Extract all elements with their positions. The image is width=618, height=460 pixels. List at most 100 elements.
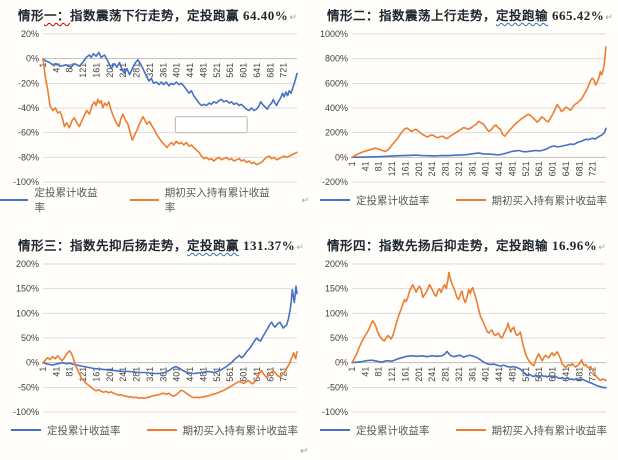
title-value: 64.40% <box>243 8 289 23</box>
title-text: 情形四：指数先扬后抑走势，定投跑输 <box>327 239 552 253</box>
title-squiggle-text: 定投跑赢 <box>187 239 240 253</box>
legend-scenario-3: 定投累计收益率 期初买入持有累计收益率 <box>0 420 309 440</box>
svg-text:481: 481 <box>198 367 208 382</box>
svg-text:50%: 50% <box>21 333 39 343</box>
svg-text:241: 241 <box>427 161 437 176</box>
legend-scenario-1: 定投累计收益率 期初买入持有累计收益率 ↵ <box>0 187 309 214</box>
legend-item-dca: 定投累计收益率 <box>11 423 121 438</box>
svg-text:200%: 200% <box>325 128 348 138</box>
svg-text:521: 521 <box>212 367 222 382</box>
chart-cell-scenario-2: 情形二：指数震荡上行走势，定投跑输 665.42%↵ 1000% 800% 600%… <box>309 0 618 230</box>
svg-text:20%: 20% <box>21 29 39 39</box>
dca-line-swatch-icon <box>320 199 350 201</box>
title-text: 情形二：指数震荡上行走势， <box>327 9 497 23</box>
title-text: 指数震荡下行走势，定投跑赢 <box>70 9 244 23</box>
svg-text:481: 481 <box>507 367 517 382</box>
svg-text:641: 641 <box>252 367 262 382</box>
legend-label: 期初买入持有累计收益率 <box>182 424 299 437</box>
svg-text:121: 121 <box>78 367 88 382</box>
legend-item-lump: 期初买入持有累计收益率 <box>146 423 299 438</box>
title-squiggle-text: 一： <box>44 9 71 23</box>
dca-line-swatch-icon <box>0 199 29 201</box>
svg-text:401: 401 <box>172 367 182 382</box>
svg-text:100%: 100% <box>325 308 348 318</box>
svg-text:161: 161 <box>91 367 101 382</box>
svg-text:441: 441 <box>185 63 195 78</box>
svg-text:481: 481 <box>198 63 208 78</box>
svg-text:0%: 0% <box>335 358 348 368</box>
svg-text:601: 601 <box>239 63 249 78</box>
legend-label: 定投累计收益率 <box>47 424 121 437</box>
svg-text:321: 321 <box>145 63 155 78</box>
svg-text:281: 281 <box>441 161 451 176</box>
svg-text:0%: 0% <box>26 54 39 64</box>
svg-text:441: 441 <box>185 367 195 382</box>
svg-text:401: 401 <box>481 161 491 176</box>
svg-text:361: 361 <box>467 161 477 176</box>
svg-text:681: 681 <box>265 63 275 78</box>
svg-text:81: 81 <box>374 367 384 377</box>
svg-text:161: 161 <box>91 63 101 78</box>
svg-text:361: 361 <box>467 367 477 382</box>
svg-text:150%: 150% <box>16 284 39 294</box>
legend-item-lump: 期初买入持有累计收益率 <box>455 423 607 438</box>
title-squiggle-text: 定投跑输 <box>496 9 549 23</box>
legend-item-dca: 定投累计收益率 <box>320 423 430 438</box>
svg-text:1000%: 1000% <box>320 29 348 39</box>
svg-text:100%: 100% <box>16 308 39 318</box>
chart-title-scenario-2: 情形二：指数震荡上行走势，定投跑输 665.42%↵ <box>309 0 618 26</box>
legend-label: 定投累计收益率 <box>34 187 98 214</box>
svg-text:41: 41 <box>51 63 61 73</box>
svg-text:641: 641 <box>561 161 571 176</box>
svg-text:-60%: -60% <box>18 128 39 138</box>
svg-text:361: 361 <box>158 367 168 382</box>
svg-text:561: 561 <box>225 63 235 78</box>
dca-line-swatch-icon <box>11 429 41 431</box>
paragraph-mark-icon: ↵ <box>300 446 309 457</box>
svg-text:0%: 0% <box>26 358 39 368</box>
svg-text:81: 81 <box>65 367 75 377</box>
svg-text:641: 641 <box>252 63 262 78</box>
svg-text:201: 201 <box>105 63 115 78</box>
legend-label: 定投累计收益率 <box>356 194 430 207</box>
svg-text:1: 1 <box>38 367 48 372</box>
svg-text:150%: 150% <box>325 284 348 294</box>
paragraph-mark-icon: ↵ <box>605 12 614 22</box>
line-chart-scenario-4: 200% 150% 100% 50% 0% -50% -100% 1 41 81 121 161 201… <box>322 259 607 417</box>
svg-text:800%: 800% <box>325 54 348 64</box>
chart-cell-scenario-3: 情形三：指数先抑后扬走势，定投跑赢 131.37%↵ 200% 150% 100% 5… <box>0 230 309 460</box>
svg-text:-100%: -100% <box>13 177 39 187</box>
svg-text:561: 561 <box>534 367 544 382</box>
svg-text:281: 281 <box>132 63 142 78</box>
svg-text:201: 201 <box>414 367 424 382</box>
svg-text:561: 561 <box>534 161 544 176</box>
line-chart-scenario-3: 200% 150% 100% 50% 0% -50% -100% 1 41 81 121 161 201… <box>13 259 298 417</box>
lump-sum-line-swatch-icon <box>130 199 159 201</box>
paragraph-mark-icon: ↵ <box>296 242 305 252</box>
svg-text:81: 81 <box>374 161 384 171</box>
svg-text:-200%: -200% <box>322 177 348 187</box>
legend-label: 定投累计收益率 <box>356 424 430 437</box>
svg-text:681: 681 <box>574 161 584 176</box>
svg-text:641: 641 <box>561 367 571 382</box>
title-text: 情形 <box>18 9 45 23</box>
chart-title-scenario-1: 情形一：指数震荡下行走势，定投跑赢 64.40%↵ <box>0 0 309 26</box>
title-value: 16.96% <box>551 238 598 253</box>
svg-text:601: 601 <box>239 367 249 382</box>
chart-title-scenario-4: 情形四：指数先扬后抑走势，定投跑输 16.96%↵ <box>309 230 618 256</box>
legend-item-lump: 期初买入持有累计收益率 <box>130 185 274 215</box>
svg-text:321: 321 <box>145 367 155 382</box>
svg-text:121: 121 <box>387 161 397 176</box>
svg-text:361: 361 <box>158 63 168 78</box>
chart-cell-scenario-1: 情形一：指数震荡下行走势，定投跑赢 64.40%↵ 20% 0% -20% -40% -… <box>0 0 309 230</box>
svg-text:241: 241 <box>427 367 437 382</box>
legend-scenario-2: 定投累计收益率 期初买入持有累计收益率 <box>309 190 618 210</box>
svg-text:-50%: -50% <box>327 382 348 392</box>
svg-text:121: 121 <box>78 63 88 78</box>
paragraph-mark-icon: ↵ <box>289 12 298 22</box>
legend-label: 期初买入持有累计收益率 <box>491 194 608 207</box>
chart-cell-scenario-4: 情形四：指数先扬后抑走势，定投跑输 16.96%↵ 200% 150% 100% 50… <box>309 230 618 460</box>
svg-text:241: 241 <box>118 367 128 382</box>
svg-text:721: 721 <box>279 63 289 78</box>
svg-text:321: 321 <box>454 161 464 176</box>
